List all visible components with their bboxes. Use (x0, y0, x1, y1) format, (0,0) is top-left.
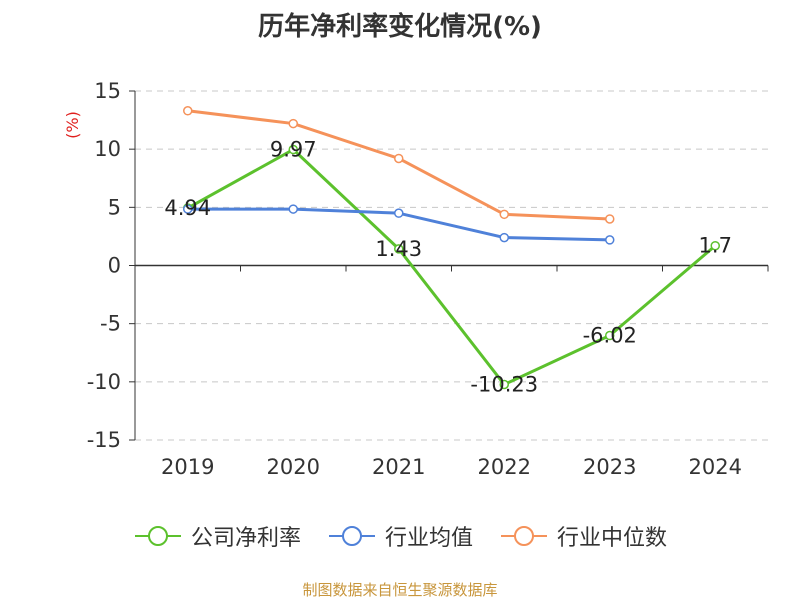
axes: 15 10 5 0 -5 -10 -15 (%) 2019 2020 2021 2022 2023 202… (63, 79, 769, 479)
data-label: 1.43 (375, 237, 422, 261)
data-label: 9.97 (270, 138, 317, 162)
data-label: -10.23 (470, 373, 538, 397)
y-tick-label: 5 (108, 195, 121, 219)
legend: 公司净利率 行业均值 行业中位数 (0, 520, 800, 552)
data-labels: 4.94 9.97 1.43 -10.23 -6.02 1.7 (164, 138, 732, 397)
data-point (710, 240, 720, 251)
source-note: 制图数据来自恒生聚源数据库 (302, 581, 498, 599)
legend-item[interactable]: 行业均值 (327, 520, 473, 552)
data-label: -6.02 (583, 324, 637, 348)
legend-label: 行业均值 (384, 526, 473, 551)
data-point (605, 235, 615, 245)
data-point (499, 379, 509, 390)
data-point (499, 209, 509, 220)
x-tick-label: 2023 (583, 455, 636, 479)
x-tick-label: 2024 (689, 455, 742, 479)
legend-swatch-icon (134, 526, 181, 546)
data-point (394, 208, 404, 218)
chart-title: 历年净利率变化情况(%) (258, 12, 542, 42)
x-tick-label: 2020 (267, 455, 320, 479)
data-point (605, 330, 615, 341)
x-tick-label: 2019 (161, 455, 214, 479)
data-points (183, 106, 720, 390)
series-line (187, 148, 717, 387)
y-axis-label: (%) (63, 111, 82, 139)
data-point (394, 153, 404, 164)
data-point (288, 144, 298, 155)
data-point (183, 106, 193, 116)
data-point (288, 118, 298, 129)
y-tick-label: -5 (100, 312, 121, 336)
data-point (183, 204, 193, 214)
y-tick-label: 10 (94, 137, 121, 161)
data-label: 1.7 (699, 234, 732, 258)
legend-label: 公司净利率 (190, 526, 301, 551)
x-tick-label: 2021 (372, 455, 425, 479)
legend-item[interactable]: 公司净利率 (133, 520, 301, 552)
data-point (605, 214, 615, 224)
data-point (394, 244, 404, 254)
legend-label: 行业中位数 (557, 526, 668, 551)
data-label: 4.94 (164, 196, 211, 220)
y-tick-label: 15 (94, 79, 121, 103)
legend-swatch-icon (501, 526, 547, 546)
legend-swatch-icon (328, 526, 375, 546)
data-point (499, 232, 509, 243)
y-tick-label: -10 (87, 370, 121, 394)
legend-item[interactable]: 行业中位数 (499, 520, 667, 552)
y-tick-label: 0 (108, 254, 121, 278)
y-tick-label: -15 (87, 428, 121, 452)
x-tick-label: 2022 (478, 455, 531, 479)
data-point (288, 204, 298, 214)
series-line (187, 109, 610, 221)
